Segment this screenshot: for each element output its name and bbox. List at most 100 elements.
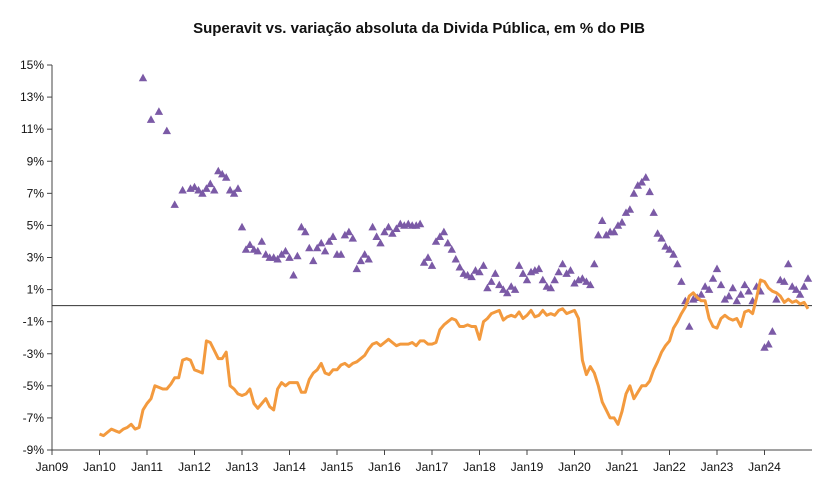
triangle-point bbox=[570, 279, 579, 287]
triangle-point bbox=[344, 227, 354, 236]
x-tick-label: Jan19 bbox=[511, 460, 544, 474]
axes-layer: 15% 13% 11% 9% 7% 5% 3% 1% -1% -3% -5% -7% -9% Jan09 J… bbox=[20, 58, 812, 474]
triangle-point bbox=[697, 290, 706, 298]
triangle-point bbox=[431, 237, 441, 245]
triangle-point bbox=[320, 246, 330, 255]
triangle-point bbox=[609, 227, 619, 236]
triangle-point bbox=[661, 242, 670, 250]
triangle-point bbox=[194, 185, 203, 194]
y-tick-label: 3% bbox=[27, 251, 45, 265]
triangle-point bbox=[352, 264, 361, 273]
triangle-point bbox=[772, 295, 781, 303]
triangle-point bbox=[384, 222, 393, 231]
triangle-point bbox=[447, 245, 456, 253]
triangle-point bbox=[554, 267, 563, 276]
triangle-point bbox=[633, 181, 642, 189]
triangle-point bbox=[419, 258, 429, 266]
triangle-point bbox=[293, 251, 302, 260]
triangle-point bbox=[716, 280, 726, 289]
y-tick-label: 1% bbox=[27, 283, 45, 297]
triangle-point bbox=[198, 189, 207, 197]
triangle-point bbox=[728, 283, 737, 292]
x-tick-label: Jan22 bbox=[653, 460, 686, 474]
triangle-point bbox=[233, 184, 243, 192]
triangle-point bbox=[324, 237, 334, 245]
triangle-point bbox=[780, 277, 789, 285]
triangle-point bbox=[146, 115, 156, 123]
triangle-point bbox=[566, 266, 575, 274]
triangle-point bbox=[376, 238, 385, 247]
y-tick-label: -3% bbox=[23, 347, 45, 361]
triangle-point bbox=[237, 222, 247, 231]
triangle-point bbox=[518, 269, 528, 277]
y-tick-label: 9% bbox=[27, 154, 45, 168]
y-tick-label: -9% bbox=[23, 443, 45, 457]
triangle-point bbox=[700, 282, 710, 290]
triangle-point bbox=[487, 277, 496, 285]
triangle-point bbox=[510, 285, 520, 293]
triangle-point bbox=[475, 267, 484, 276]
triangle-point bbox=[740, 280, 749, 289]
triangle-point bbox=[598, 216, 607, 224]
triangle-point bbox=[558, 259, 567, 268]
triangle-point bbox=[724, 291, 734, 300]
triangle-point bbox=[360, 250, 369, 258]
triangle-point bbox=[483, 283, 492, 292]
triangle-point bbox=[637, 177, 646, 186]
triangle-point bbox=[427, 261, 437, 269]
triangle-point bbox=[673, 259, 682, 268]
triangle-point bbox=[649, 208, 658, 216]
triangle-point bbox=[803, 274, 813, 282]
triangle-point bbox=[301, 227, 310, 236]
triangle-point bbox=[313, 243, 322, 252]
triangle-point bbox=[423, 253, 433, 261]
x-tick-label: Jan15 bbox=[321, 460, 354, 474]
triangle-point bbox=[795, 290, 805, 298]
triangle-point bbox=[503, 288, 512, 297]
series-layer bbox=[98, 73, 813, 438]
x-tick-label: Jan16 bbox=[368, 460, 401, 474]
triangle-point bbox=[586, 280, 595, 289]
triangle-point bbox=[562, 269, 571, 277]
triangle-point bbox=[309, 256, 318, 265]
triangle-point bbox=[340, 230, 350, 239]
triangle-point bbox=[625, 205, 635, 213]
triangle-point bbox=[764, 339, 773, 348]
triangle-point bbox=[415, 219, 425, 228]
triangle-point bbox=[538, 275, 547, 284]
triangle-point bbox=[439, 227, 449, 236]
triangle-point bbox=[704, 285, 714, 293]
triangle-point bbox=[712, 264, 722, 273]
triangle-point bbox=[645, 187, 654, 196]
triangle-point bbox=[364, 254, 373, 263]
triangle-point bbox=[380, 227, 389, 236]
y-tick-label: 7% bbox=[27, 186, 45, 200]
triangle-point bbox=[578, 274, 587, 282]
triangle-point bbox=[736, 290, 745, 298]
x-tick-label: Jan14 bbox=[273, 460, 306, 474]
triangle-point bbox=[388, 229, 397, 237]
triangle-point bbox=[435, 232, 445, 240]
triangle-point bbox=[657, 234, 666, 242]
triangle-point bbox=[222, 173, 231, 181]
triangle-point bbox=[178, 185, 187, 194]
triangle-point bbox=[257, 237, 266, 245]
triangle-point bbox=[285, 253, 294, 261]
triangle-point bbox=[218, 169, 227, 178]
triangle-point bbox=[479, 261, 488, 269]
triangle-point bbox=[162, 126, 171, 135]
triangle-point bbox=[241, 245, 251, 253]
triangle-point bbox=[720, 295, 730, 303]
triangle-point bbox=[225, 185, 235, 194]
triangle-point bbox=[602, 230, 611, 239]
x-tick-label: Jan09 bbox=[36, 460, 69, 474]
triangle-point bbox=[788, 282, 797, 290]
triangle-point bbox=[685, 322, 694, 330]
y-tick-label: 5% bbox=[27, 218, 45, 232]
triangle-point bbox=[202, 184, 211, 192]
triangle-point bbox=[582, 277, 591, 285]
x-tick-label: Jan20 bbox=[558, 460, 591, 474]
triangle-point bbox=[641, 173, 650, 181]
triangle-point bbox=[214, 166, 223, 175]
